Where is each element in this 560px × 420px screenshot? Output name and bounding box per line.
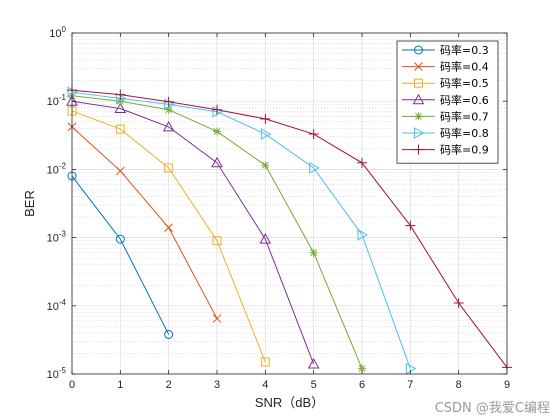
plot-area-frame [71,32,508,375]
series-line-0 [71,175,170,335]
data-point [115,124,125,134]
data-point [259,233,272,244]
y-tick-label: 100 [49,25,66,40]
data-point [115,166,125,176]
legend-label: 码率=0.8 [440,126,489,140]
series-line-3 [71,100,315,365]
series-line-5 [71,91,411,369]
data-point [164,163,174,173]
series-line-2 [71,110,266,363]
data-point [260,128,272,140]
y-axis-label: BER [22,190,37,217]
data-point [261,161,270,170]
y-tick-label: 10-4 [47,298,67,313]
legend-marker [414,78,423,88]
data-point [260,357,270,367]
legend-marker [414,127,425,139]
data-point [260,113,271,124]
data-point [212,104,222,115]
x-tick-label: 2 [166,379,172,391]
data-point [453,297,464,308]
data-point [163,96,174,107]
data-point [307,358,320,369]
data-point [357,228,369,241]
x-tick-label: 7 [407,379,413,391]
legend-marker [412,93,425,105]
data-point [115,234,125,244]
series-line-6 [71,89,508,368]
x-tick-label: 9 [504,379,510,391]
x-tick-label: 4 [262,379,268,391]
data-point [405,220,416,231]
x-tick-label: 5 [311,379,317,391]
data-point [115,89,126,100]
y-tick-label: 10-5 [47,366,67,381]
data-point [212,314,222,323]
x-tick-label: 1 [117,379,123,391]
legend-label: 码率=0.3 [440,43,489,57]
data-point [309,248,318,257]
data-point [405,362,417,375]
data-point [213,127,221,136]
axis-ticks: 0 1 2 3 4 5 6 7 8 9 100 10-1 10-2 10-3 10-4 10-5 [47,25,510,391]
legend-marker [414,112,423,121]
series-line-1 [71,126,218,319]
data-point [211,156,223,168]
x-tick-label: 0 [69,379,75,391]
legend-box [396,40,499,164]
legend-label: 码率=0.7 [440,109,489,123]
y-tick-label: 10-1 [47,93,67,108]
legend: 码率=0.3 码率=0.4 码率=0.5 码率=0.6 码率=0.7 码率=0.8 码率=0… [396,40,499,164]
data-point [162,120,175,132]
legend-marker [414,62,423,71]
data-point [114,102,127,114]
x-tick-label: 8 [456,379,462,391]
legend-label: 码率=0.9 [440,143,489,157]
legend-label: 码率=0.4 [440,60,489,74]
data-point [212,236,222,246]
legend-marker [413,144,424,155]
data-point [164,329,174,339]
legend-label: 码率=0.5 [440,76,489,90]
data-point [309,162,320,174]
legend-label: 码率=0.6 [440,93,489,107]
y-tick-label: 10-2 [47,161,67,176]
data-point [308,129,319,140]
x-tick-label: 3 [214,379,220,391]
y-tick-label: 10-3 [47,230,67,245]
watermark: CSDN @我爱C编程 [434,401,550,416]
legend-marker [414,45,423,55]
x-axis-label: SNR（dB） [255,395,324,410]
x-tick-label: 6 [359,379,365,391]
data-point [164,223,174,232]
data-point [357,157,367,168]
